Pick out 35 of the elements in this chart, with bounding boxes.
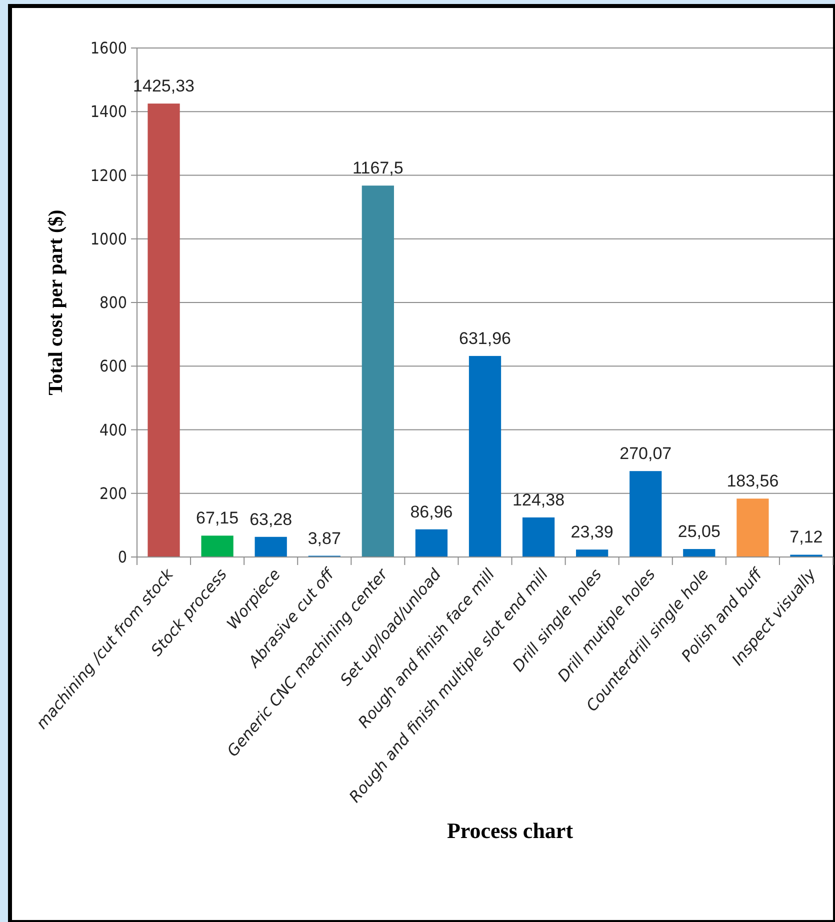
bar xyxy=(468,356,502,557)
data-label: 1425,33 xyxy=(133,76,194,96)
bar xyxy=(683,549,716,557)
y-tick-label: 1600 xyxy=(90,38,127,58)
bar xyxy=(148,104,180,557)
x-axis-title: Process chart xyxy=(446,818,574,843)
y-tick-label: 1000 xyxy=(90,229,127,248)
bar xyxy=(362,186,394,557)
data-label: 124,38 xyxy=(512,490,565,510)
y-tick-label: 600 xyxy=(100,356,127,376)
data-label: 3,87 xyxy=(308,528,341,548)
data-label: 270,07 xyxy=(620,444,672,464)
bar xyxy=(736,498,769,557)
y-tick-label: 800 xyxy=(100,293,127,312)
bar xyxy=(522,517,555,557)
y-axis-title: Total cost per part ($) xyxy=(45,210,67,396)
y-tick-label: 0 xyxy=(118,548,127,567)
data-label: 7,12 xyxy=(790,528,823,547)
data-label: 86,96 xyxy=(410,502,453,522)
data-label: 63,28 xyxy=(250,510,292,529)
data-label: 183,56 xyxy=(726,472,779,491)
data-label: 1167,5 xyxy=(352,158,404,178)
data-label: 25,05 xyxy=(678,522,720,542)
y-tick-label: 1200 xyxy=(90,166,127,185)
y-tick-label: 1400 xyxy=(90,102,127,122)
y-tick-label: 400 xyxy=(100,420,127,440)
data-label: 631,96 xyxy=(459,328,511,348)
bar xyxy=(630,471,662,557)
bar xyxy=(201,536,234,557)
bar xyxy=(576,550,608,557)
data-label: 67,15 xyxy=(196,508,239,528)
data-label: 23,39 xyxy=(570,522,614,542)
y-tick-label: 200 xyxy=(100,484,127,503)
bar xyxy=(254,536,287,557)
bar xyxy=(415,529,448,557)
